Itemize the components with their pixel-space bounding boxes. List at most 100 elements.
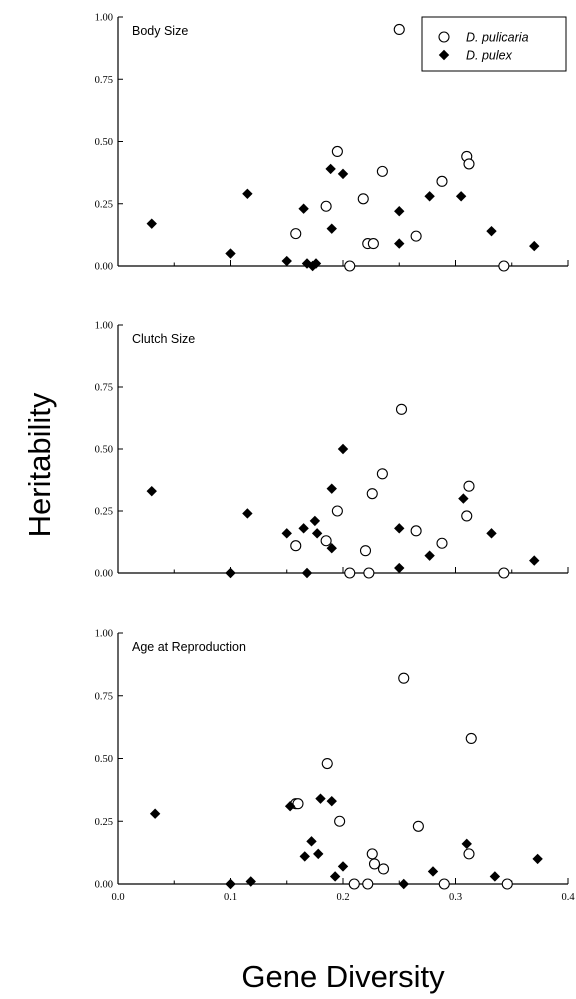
data-point-pulicaria [357, 193, 369, 205]
data-point-pulex [424, 191, 435, 202]
y-tick-label: 0.50 [95, 137, 113, 148]
panel-3: 0.00 0.25 0.50 0.75 1.00 0.0 0.1 0.2 0.3 0.4 Age a… [95, 629, 576, 904]
legend-marker-open-circle [438, 31, 450, 43]
data-point-pulicaria [438, 878, 450, 890]
data-point-pulex [313, 848, 324, 860]
data-point-pulicaria [465, 732, 477, 744]
data-point-pulicaria [321, 757, 333, 770]
data-point-pulicaria [501, 878, 513, 890]
data-point-pulicaria [376, 165, 388, 177]
data-point-pulex [281, 255, 292, 267]
legend-marker-diamond [438, 49, 450, 61]
data-point-pulicaria [412, 820, 424, 832]
panel-title: Clutch Size [132, 332, 195, 346]
data-point-pulicaria [331, 505, 343, 517]
data-point-pulex [225, 878, 236, 890]
data-point-pulex [298, 203, 309, 214]
data-point-pulex [461, 838, 472, 850]
data-point-pulex [242, 188, 253, 199]
y-tick-label: 0.50 [95, 754, 113, 765]
data-point-pulex [398, 878, 409, 890]
data-point-pulex [306, 836, 317, 847]
panels-group: 0.00 0.25 0.50 0.75 1.00 Body Size D. pulicari… [95, 13, 576, 904]
data-point-pulicaria [366, 488, 378, 500]
data-point-pulicaria [368, 858, 381, 870]
data-point-pulex [225, 567, 236, 579]
data-point-pulicaria [463, 480, 475, 492]
data-point-pulex [424, 550, 435, 561]
y-tick-label: 0.25 [95, 817, 113, 828]
panel-title: Body Size [132, 24, 188, 38]
data-point-pulex [489, 871, 501, 882]
data-point-pulex [529, 555, 540, 566]
panel-1: 0.00 0.25 0.50 0.75 1.00 Body Size D. pulicari… [95, 13, 569, 273]
data-point-pulicaria [363, 567, 375, 579]
x-tick-label: 0.4 [561, 892, 575, 903]
data-point-pulicaria [344, 567, 356, 579]
x-axis-title: Gene Diversity [241, 959, 445, 994]
data-point-pulex [245, 876, 256, 887]
data-point-pulex [486, 528, 497, 539]
y-tick-label: 0.75 [95, 691, 113, 702]
data-point-pulex [309, 515, 321, 527]
legend-label: D. pulicaria [466, 31, 529, 45]
data-point-pulicaria [334, 815, 346, 827]
data-point-pulex [311, 528, 323, 539]
data-point-pulex [529, 240, 540, 252]
legend: D. pulicaria D. pulex [421, 16, 567, 72]
data-point-pulicaria [367, 238, 379, 250]
data-point-pulicaria [290, 540, 302, 552]
data-point-pulicaria [290, 228, 302, 240]
data-point-pulicaria [463, 848, 475, 860]
x-tick-label: 0.1 [224, 892, 237, 903]
data-point-pulicaria [436, 537, 448, 549]
data-point-pulicaria [348, 878, 360, 890]
data-point-pulex [284, 800, 296, 812]
data-point-pulex [455, 191, 467, 202]
data-point-pulex [315, 793, 326, 804]
y-tick-label: 1.00 [95, 13, 113, 24]
data-point-pulicaria [398, 672, 410, 684]
data-point-pulex [299, 851, 310, 862]
data-point-pulicaria [377, 863, 390, 875]
data-point-pulex [146, 485, 157, 497]
data-point-pulex [458, 493, 469, 504]
y-tick-label: 1.00 [95, 321, 113, 332]
y-tick-label: 0.00 [95, 569, 113, 580]
y-tick-label: 0.25 [95, 199, 113, 210]
data-point-pulex [298, 523, 309, 534]
y-tick-label: 0.25 [95, 507, 113, 518]
data-point-pulicaria [498, 567, 510, 579]
data-point-pulicaria [320, 535, 332, 547]
data-point-pulex [326, 223, 337, 234]
y-tick-label: 0.75 [95, 383, 113, 394]
legend-box [421, 16, 567, 72]
data-point-pulex [337, 168, 349, 180]
data-point-pulicaria [376, 468, 388, 480]
data-point-pulicaria [393, 23, 405, 36]
y-tick-label: 0.00 [95, 880, 113, 891]
data-point-pulex [427, 866, 439, 877]
y-tick-label: 1.00 [95, 629, 113, 640]
data-point-pulex [325, 163, 336, 175]
data-point-pulex [326, 483, 337, 494]
data-point-pulex [329, 871, 341, 882]
panel-2: 0.00 0.25 0.50 0.75 1.00 Clutch Size [95, 321, 569, 580]
data-point-pulex [310, 258, 322, 269]
data-point-pulicaria [344, 260, 356, 272]
data-point-pulicaria [395, 403, 408, 415]
data-point-pulicaria [436, 175, 448, 187]
data-point-pulex [281, 528, 292, 539]
x-tick-label: 0.3 [449, 892, 462, 903]
data-point-pulicaria [461, 510, 473, 522]
legend-label: D. pulex [466, 49, 513, 63]
data-point-pulicaria [410, 230, 422, 242]
data-point-pulicaria [463, 158, 475, 170]
data-point-pulex [394, 206, 405, 217]
data-point-pulex [337, 861, 349, 872]
x-tick-label: 0.2 [336, 892, 349, 903]
panel-title: Age at Reproduction [132, 640, 246, 654]
data-point-pulicaria [362, 878, 374, 890]
data-point-pulex [225, 248, 236, 259]
